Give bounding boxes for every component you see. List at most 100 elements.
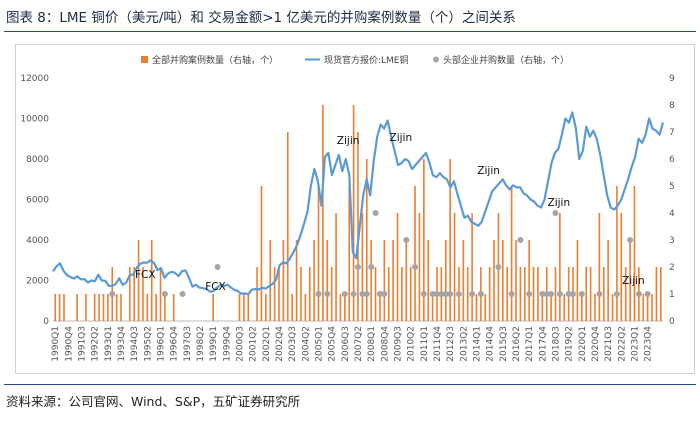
head-ma-dot	[508, 291, 515, 297]
head-ma-dot	[644, 291, 651, 297]
y-right-tick-label: 0	[669, 317, 675, 327]
bar-mark	[379, 294, 381, 321]
y-left-tick-label: 2000	[26, 277, 49, 287]
bar-mark	[387, 267, 390, 321]
annotation-label: FCX	[205, 281, 226, 293]
annotation-label: Zijin	[477, 165, 500, 177]
bar-mark	[392, 240, 394, 321]
head-ma-dot	[447, 291, 454, 297]
x-tick-label: 2004Q2	[301, 326, 311, 362]
x-tick-label: 2013Q2	[459, 326, 469, 362]
bar-mark	[607, 240, 609, 321]
x-tick-label: 2003Q3	[288, 326, 298, 362]
y-left-tick-label: 10000	[20, 115, 49, 125]
bar-mark	[120, 294, 122, 321]
bar-mark	[142, 267, 144, 321]
annotation-label: FCX	[135, 269, 156, 281]
head-ma-dot	[556, 291, 563, 297]
bar-mark	[273, 267, 276, 321]
bar-mark	[484, 294, 487, 321]
x-tick-label: 1999Q4	[222, 326, 232, 362]
bar-mark	[146, 294, 149, 321]
bar-mark	[133, 267, 135, 321]
legend-line-label: 现货官方报价:LME铜	[324, 54, 409, 66]
bar-mark	[339, 294, 342, 321]
y-left-tick-label: 12000	[20, 74, 49, 84]
x-tick-label: 2023Q1	[631, 326, 641, 362]
x-tick-label: 2014Q4	[486, 326, 496, 362]
head-ma-dot	[341, 291, 348, 297]
bar-mark	[164, 294, 166, 321]
bar-mark	[651, 294, 653, 321]
chart-plot: 全部并购案例数量（右轴，个） 现货官方报价:LME铜 头部企业并购数量（右轴，个） 0…	[20, 54, 675, 362]
bar-mark	[115, 294, 118, 321]
x-tick-label: 1995Q2	[143, 326, 153, 362]
annotation-label: Zijin	[622, 275, 645, 287]
footer-divider	[4, 384, 696, 385]
head-ma-dot	[372, 210, 379, 216]
x-tick-label: 2007Q2	[354, 326, 364, 362]
y-right-tick-label: 8	[669, 101, 675, 111]
bar-mark	[541, 294, 544, 321]
bar-mark	[624, 267, 627, 321]
bar-mark	[238, 294, 241, 321]
y-right-tick-label: 3	[669, 236, 675, 246]
x-tick-label: 2011Q4	[433, 326, 443, 362]
head-ma-dot	[324, 291, 331, 297]
head-ma-dot	[635, 291, 642, 297]
x-tick-label: 2012Q3	[446, 326, 456, 362]
y-right-tick-label: 4	[669, 209, 675, 219]
bar-mark	[58, 294, 61, 321]
x-tick-label: 2018Q3	[552, 326, 562, 362]
bar-mark	[405, 240, 408, 321]
x-tick-label: 1996Q1	[157, 326, 167, 362]
bar-mark	[370, 240, 372, 321]
bar-mark	[335, 213, 337, 321]
head-ma-dot	[495, 264, 502, 270]
head-ma-dot	[613, 291, 620, 297]
y-right-tick-label: 1	[669, 290, 675, 300]
x-tick-label: 1991Q3	[78, 326, 88, 362]
bar-mark	[401, 267, 403, 321]
bar-mark	[313, 240, 315, 321]
x-tick-label: 1999Q1	[209, 326, 219, 362]
x-tick-label: 1998Q2	[196, 326, 206, 362]
x-tick-label: 2008Q1	[367, 326, 377, 362]
x-tick-label: 2002Q4	[275, 326, 285, 362]
y-left-tick-label: 6000	[26, 196, 49, 206]
x-tick-label: 1990Q4	[64, 326, 74, 362]
x-tick-label: 1993Q4	[117, 326, 127, 362]
y-left-tick-label: 4000	[26, 236, 49, 246]
head-ma-dot	[442, 291, 449, 297]
bar-mark	[453, 213, 456, 321]
title-divider	[4, 31, 696, 32]
x-tick-label: 1996Q4	[170, 326, 180, 362]
head-ma-dot	[376, 291, 383, 297]
bar-mark	[528, 240, 530, 321]
head-ma-dot	[429, 291, 436, 297]
figure-title: 图表 8：LME 铜价（美元/吨）和 交易金额>1 亿美元的并购案例数量（个）之…	[6, 10, 516, 26]
x-tick-label: 1993Q1	[104, 326, 114, 362]
bar-mark	[488, 267, 491, 321]
bar-mark	[159, 267, 162, 321]
bar-mark	[589, 267, 592, 321]
bar-mark	[137, 240, 140, 321]
chart-frame	[15, 44, 695, 374]
bar-mark	[660, 267, 662, 321]
annotation-label: Zijin	[548, 197, 571, 209]
bar-mark	[629, 240, 631, 321]
head-ma-dot	[315, 291, 322, 297]
bar-mark	[317, 186, 320, 321]
bar-mark	[260, 186, 263, 321]
bar-mark	[444, 240, 447, 321]
bar-mark	[155, 294, 157, 321]
bar-mark	[212, 294, 214, 321]
bar-mark	[256, 267, 258, 321]
bar-mark	[265, 294, 267, 321]
bar-mark	[344, 294, 346, 321]
head-ma-dot	[438, 291, 445, 297]
head-ma-dot	[350, 291, 357, 297]
annotation-label: Zijin	[390, 132, 413, 144]
x-tick-label: 2006Q3	[341, 326, 351, 362]
bar-mark	[330, 267, 333, 321]
